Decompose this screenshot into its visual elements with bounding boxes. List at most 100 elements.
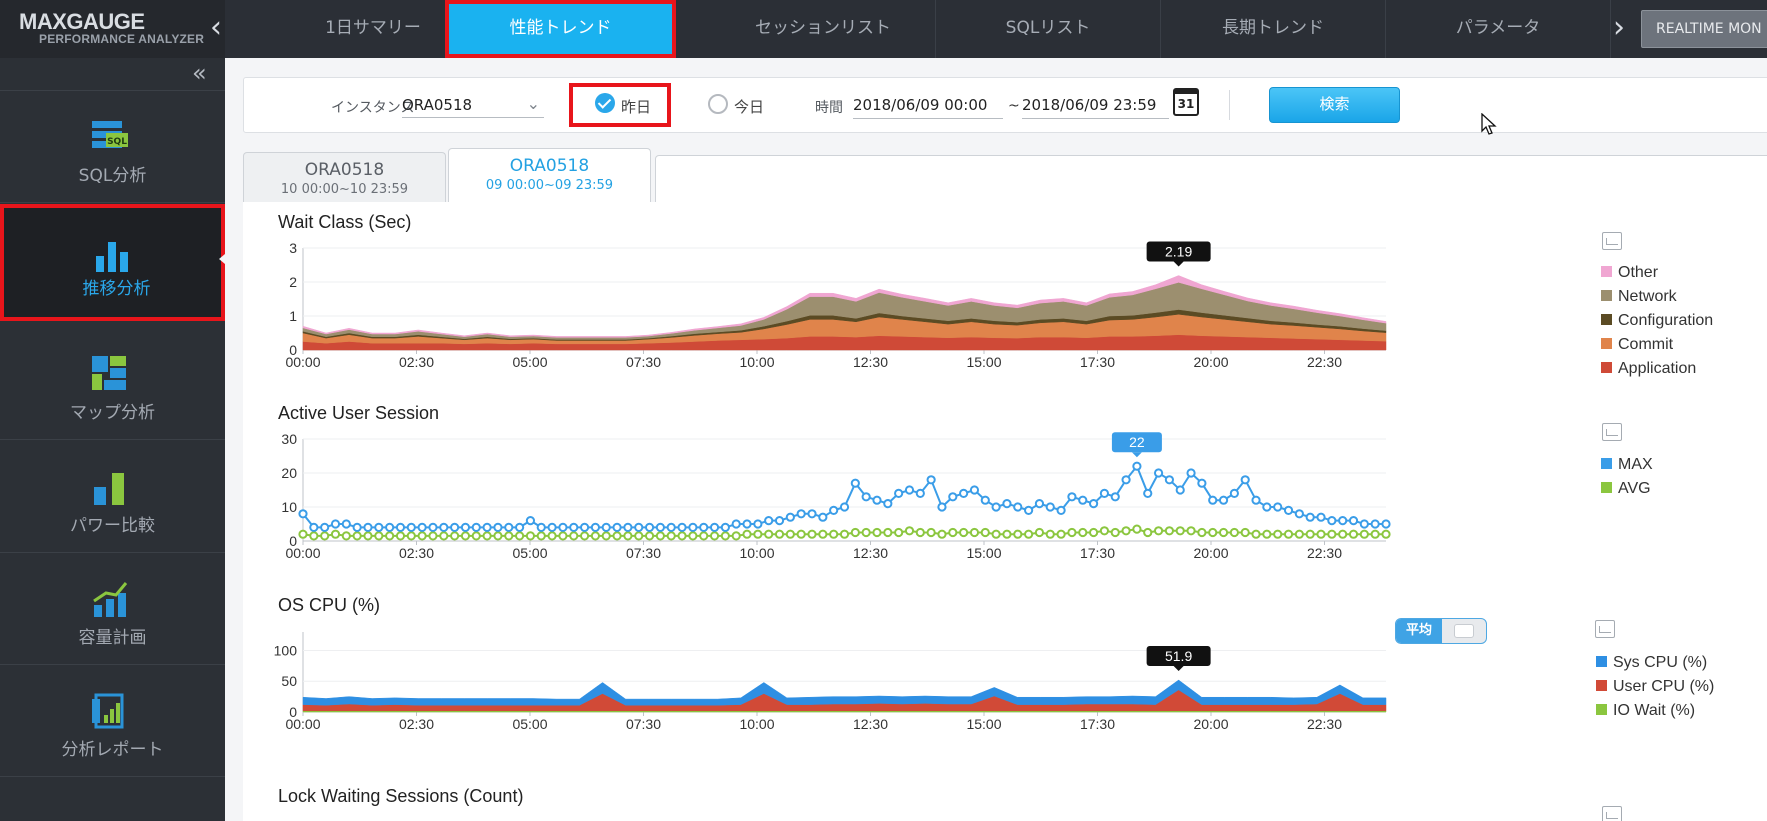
data-point-avg bbox=[774, 529, 785, 539]
legend-swatch bbox=[1596, 680, 1607, 691]
chart-options-icon[interactable] bbox=[1602, 423, 1622, 441]
sidebar-item-label: SQL分析 bbox=[78, 166, 147, 186]
nav-tab-6[interactable]: パラメータ bbox=[1386, 0, 1611, 58]
data-point-avg bbox=[807, 529, 817, 539]
data-point-max bbox=[991, 502, 1001, 512]
data-point-avg bbox=[569, 531, 579, 541]
data-point-avg bbox=[1024, 529, 1034, 539]
sidebar-item-1[interactable]: SQL SQL分析 bbox=[0, 91, 225, 203]
legend-item[interactable]: Other bbox=[1601, 264, 1658, 282]
legend-label: IO Wait (%) bbox=[1613, 702, 1696, 719]
data-point-max bbox=[1294, 509, 1304, 519]
data-point-avg bbox=[709, 531, 720, 541]
data-point-max bbox=[1153, 468, 1164, 478]
legend-item[interactable]: MAX bbox=[1601, 456, 1653, 474]
realtime-monitor-button[interactable]: REALTIME MON bbox=[1641, 10, 1767, 48]
sidebar-item-label: パワー比較 bbox=[70, 516, 155, 536]
data-point-max bbox=[807, 509, 817, 519]
data-point-max bbox=[579, 522, 590, 532]
x-tick-label: 02:30 bbox=[399, 716, 434, 732]
data-point-avg bbox=[1283, 529, 1294, 539]
x-tick-label: 12:30 bbox=[853, 545, 888, 561]
y-tick-label: 30 bbox=[281, 431, 297, 447]
instance-tab-name: ORA0518 bbox=[509, 156, 590, 176]
data-point-avg bbox=[1327, 529, 1337, 539]
data-point-avg bbox=[1186, 526, 1196, 536]
nav-next-icon[interactable]: › bbox=[1613, 10, 1625, 45]
y-tick-label: 20 bbox=[281, 465, 297, 481]
legend-item[interactable]: Sys CPU (%) bbox=[1596, 654, 1707, 672]
legend-item[interactable]: Network bbox=[1601, 288, 1677, 306]
instance-tab-2[interactable]: ORA0518 09 00:00~09 23:59 bbox=[448, 148, 651, 202]
data-point-max bbox=[1067, 492, 1077, 502]
today-radio[interactable] bbox=[708, 94, 728, 114]
chart-options-icon[interactable] bbox=[1595, 620, 1615, 638]
data-point-max bbox=[894, 488, 904, 498]
data-point-avg bbox=[655, 531, 665, 541]
legend-item[interactable]: Commit bbox=[1601, 336, 1673, 354]
data-point-avg bbox=[904, 526, 915, 536]
search-button[interactable]: 検索 bbox=[1269, 87, 1400, 123]
nav-tab-4[interactable]: SQLリスト bbox=[936, 0, 1161, 58]
data-point-max bbox=[969, 485, 980, 495]
sidebar-item-6[interactable]: 分析レポート bbox=[0, 665, 225, 777]
chart-options-icon[interactable] bbox=[1602, 806, 1622, 821]
data-point-max bbox=[558, 522, 568, 532]
data-point-avg bbox=[1316, 529, 1326, 539]
data-point-max bbox=[742, 519, 752, 529]
chart-options-icon[interactable] bbox=[1602, 232, 1622, 250]
compare-icon bbox=[90, 467, 130, 507]
collapse-sidebar-icon[interactable]: « bbox=[192, 59, 207, 87]
data-point-max bbox=[623, 522, 633, 532]
data-point-max bbox=[601, 522, 611, 532]
data-point-max bbox=[839, 502, 850, 512]
data-point-max bbox=[1132, 461, 1142, 471]
data-point-avg bbox=[1197, 527, 1207, 538]
sidebar-item-5[interactable]: 容量計画 bbox=[0, 553, 225, 665]
data-point-max bbox=[395, 522, 406, 532]
sidebar-item-3[interactable]: マップ分析 bbox=[0, 328, 225, 440]
legend-label: MAX bbox=[1618, 456, 1653, 473]
data-point-max bbox=[525, 516, 536, 526]
legend-item[interactable]: User CPU (%) bbox=[1596, 678, 1714, 696]
average-toggle[interactable]: 平均 bbox=[1395, 618, 1487, 644]
nav-tab-2[interactable]: 性能トレンド bbox=[445, 0, 676, 58]
sidebar-item-label: 推移分析 bbox=[82, 279, 151, 299]
data-point-avg bbox=[1348, 529, 1359, 539]
time-separator: ~ bbox=[1008, 98, 1020, 114]
data-point-avg bbox=[1099, 526, 1110, 536]
data-point-max bbox=[731, 519, 741, 529]
time-to-input[interactable]: 2018/06/09 23:59 bbox=[1022, 96, 1169, 119]
data-point-avg bbox=[818, 529, 828, 539]
calendar-icon[interactable]: 31 bbox=[1173, 88, 1199, 116]
data-point-avg bbox=[612, 531, 622, 541]
instance-tab-1[interactable]: ORA0518 10 00:00~10 23:59 bbox=[243, 152, 446, 202]
data-point-max bbox=[1262, 502, 1272, 512]
x-tick-label: 22:30 bbox=[1307, 716, 1342, 732]
legend-item[interactable]: IO Wait (%) bbox=[1596, 702, 1695, 720]
time-from-input[interactable]: 2018/06/09 00:00 bbox=[853, 96, 1003, 119]
data-point-max bbox=[1078, 495, 1088, 505]
data-point-max bbox=[1208, 495, 1218, 505]
data-point-max bbox=[644, 522, 655, 532]
sidebar-item-2[interactable]: 推移分析 bbox=[0, 204, 225, 321]
data-point-max bbox=[948, 492, 958, 502]
data-point-avg bbox=[1056, 529, 1066, 539]
toggle-knob bbox=[1454, 624, 1474, 638]
nav-prev-icon[interactable]: ‹ bbox=[210, 10, 222, 45]
legend-item[interactable]: Application bbox=[1601, 360, 1696, 378]
y-tick-label: 3 bbox=[289, 240, 297, 256]
sidebar-item-4[interactable]: パワー比較 bbox=[0, 441, 225, 553]
data-point-max bbox=[1381, 519, 1391, 529]
data-point-max bbox=[1316, 512, 1326, 522]
instance-select[interactable]: ORA0518 ⌄ bbox=[402, 94, 544, 118]
data-point-avg bbox=[590, 531, 601, 541]
data-point-avg bbox=[471, 531, 481, 541]
yesterday-radio[interactable] bbox=[595, 93, 615, 113]
legend-item[interactable]: Configuration bbox=[1601, 312, 1713, 330]
legend-item[interactable]: AVG bbox=[1601, 480, 1651, 498]
data-point-max bbox=[666, 522, 676, 532]
nav-tab-5[interactable]: 長期トレンド bbox=[1161, 0, 1386, 58]
nav-tab-3[interactable]: セッションリスト bbox=[711, 0, 936, 58]
tooltip-box bbox=[1111, 432, 1162, 453]
